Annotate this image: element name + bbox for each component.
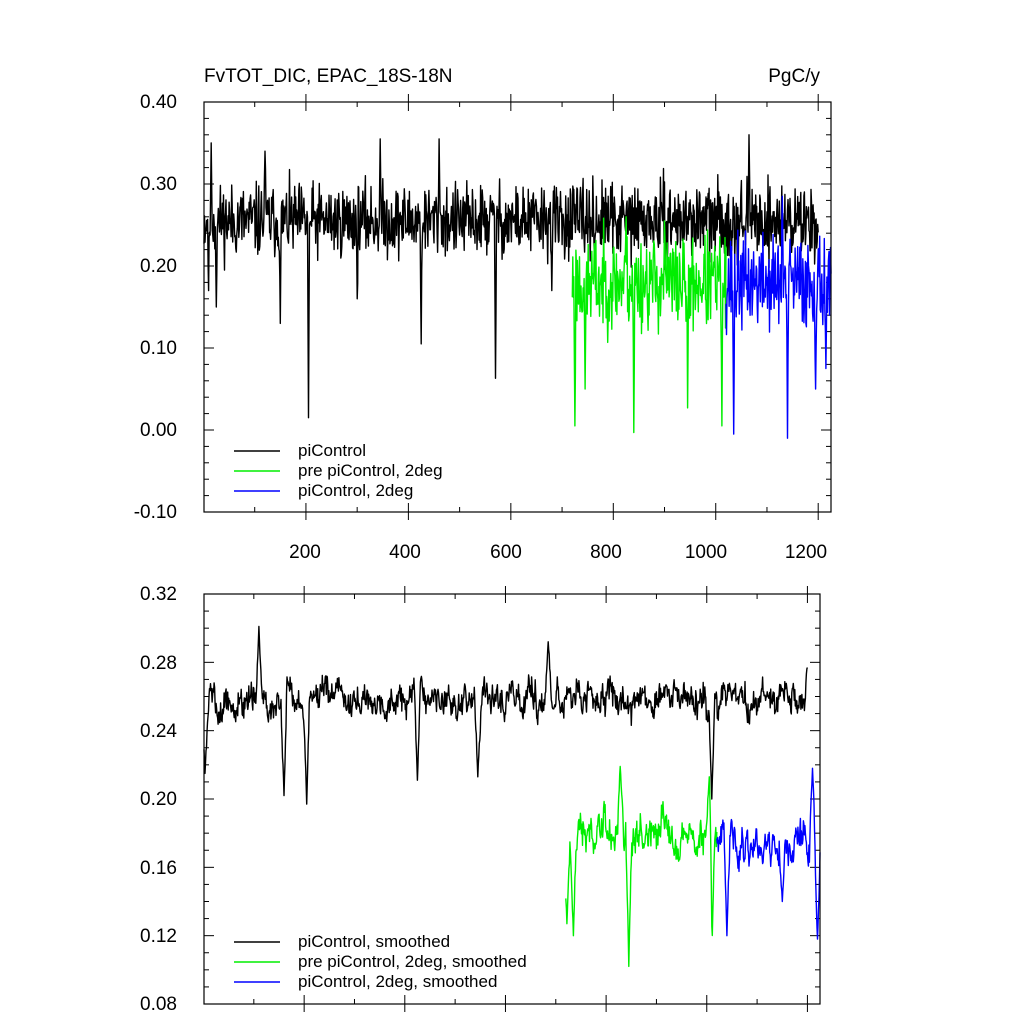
top-x-tick-label: 800 [590,542,622,563]
top-panel: FvTOT_DIC, EPAC_18S-18N PgC/y -0.10 0.00… [134,66,832,563]
legend-label: piControl, 2deg [298,481,413,500]
top-plot-frame [203,101,832,513]
legend-label: pre piControl, 2deg [298,461,443,480]
bottom-series-lines [203,625,821,968]
top-legend: piControl pre piControl, 2deg piControl,… [234,441,443,500]
bottom-y-tick-label: 0.28 [140,653,177,674]
top-y-tick-label: -0.10 [134,502,177,523]
top-series-lines [203,134,832,439]
series-line-1 [203,625,809,805]
top-x-tick-label: 1000 [685,542,727,563]
top-y-tick-label: 0.20 [140,256,177,277]
bottom-panel: 0.08 0.12 0.16 0.20 0.24 0.28 0.32 piCon… [140,584,821,1015]
bottom-y-tick-label: 0.08 [140,994,177,1015]
top-chart-units: PgC/y [768,66,820,87]
bottom-axis-ticks [204,586,820,1012]
legend-label: piControl, smoothed [298,932,450,951]
bottom-y-tick-label: 0.20 [140,789,177,810]
legend-label: piControl [298,441,366,460]
series-line-2 [565,765,718,968]
legend-label: piControl, 2deg, smoothed [298,972,497,991]
bottom-y-tick-label: 0.16 [140,858,177,879]
top-x-tick-label: 1200 [785,542,827,563]
bottom-legend: piControl, smoothed pre piControl, 2deg,… [234,932,527,991]
top-x-tick-label: 600 [490,542,522,563]
top-chart-title: FvTOT_DIC, EPAC_18S-18N [204,66,452,87]
bottom-plot-frame [203,593,821,1005]
bottom-y-tick-label: 0.24 [140,721,177,742]
series-line-1 [203,134,819,419]
legend-label: pre piControl, 2deg, smoothed [298,952,527,971]
series-line-3 [716,767,821,940]
bottom-y-tick-label: 0.32 [140,584,177,605]
top-y-tick-label: 0.00 [140,420,177,441]
series-line-3 [725,195,832,439]
top-y-tick-label: 0.40 [140,92,177,113]
top-x-tick-label: 400 [389,542,421,563]
top-y-tick-label: 0.10 [140,338,177,359]
top-y-tick-label: 0.30 [140,174,177,195]
bottom-y-tick-label: 0.12 [140,926,177,947]
top-x-tick-label: 200 [289,542,321,563]
series-line-2 [571,216,727,434]
